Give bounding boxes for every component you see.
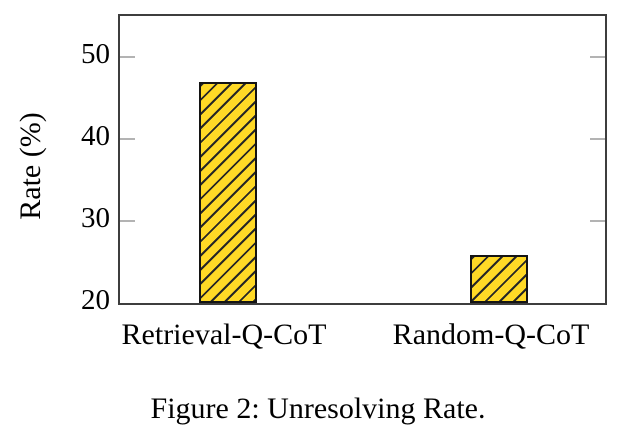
plot-frame [118,14,607,305]
y-tick-label: 20 [81,283,110,316]
x-category-label-random-q-cot: Random-Q-CoT [392,318,590,351]
y-tick-label: 50 [81,37,110,70]
y-tick-label: 30 [81,201,110,234]
y-tick-mark [120,56,135,58]
x-category-label-retrieval-q-cot: Retrieval-Q-CoT [121,318,327,351]
y-tick-mark [590,220,605,222]
bar-retrieval-q-cot [199,82,257,303]
y-tick-label: 40 [81,119,110,152]
y-tick-mark [120,220,135,222]
plot-area [120,16,605,303]
bar-random-q-cot [470,255,528,303]
y-tick-mark [590,56,605,58]
y-tick-mark [590,138,605,140]
figure-caption: Figure 2: Unresolving Rate. [150,392,486,425]
y-tick-mark [120,138,135,140]
